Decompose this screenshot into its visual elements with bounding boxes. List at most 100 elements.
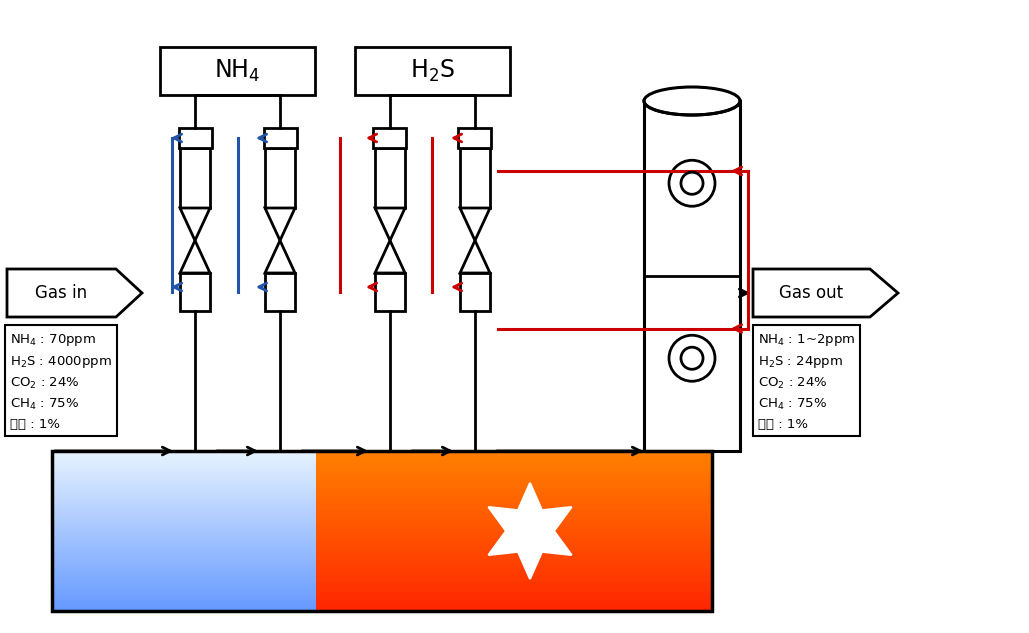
Bar — [52, 549, 316, 553]
Bar — [316, 496, 712, 499]
Bar — [316, 512, 712, 515]
Text: NH$_4$ : 70ppm
H$_2$S : 4000ppm
CO$_2$ : 24%
CH$_4$ : 75%
기타 : 1%: NH$_4$ : 70ppm H$_2$S : 4000ppm CO$_2$ :… — [10, 332, 112, 431]
Bar — [265, 148, 295, 208]
Bar — [52, 582, 316, 584]
Text: 재생사용: 재생사용 — [511, 523, 548, 539]
Bar — [316, 478, 712, 480]
Bar — [52, 520, 316, 523]
Circle shape — [669, 160, 715, 206]
Bar — [52, 571, 316, 573]
Bar — [52, 590, 316, 592]
Bar — [316, 480, 712, 483]
Bar — [316, 555, 712, 558]
Bar — [52, 587, 316, 590]
Bar — [52, 472, 316, 475]
Bar — [52, 512, 316, 515]
Bar — [52, 507, 316, 510]
Bar — [52, 510, 316, 512]
Bar — [316, 518, 712, 520]
Bar — [316, 595, 712, 598]
Bar — [316, 579, 712, 582]
Bar — [316, 491, 712, 494]
Bar — [316, 553, 712, 555]
Bar — [52, 488, 316, 491]
Bar — [52, 542, 316, 544]
Bar — [52, 470, 316, 472]
Bar — [316, 505, 712, 507]
Polygon shape — [180, 208, 210, 241]
Bar — [316, 587, 712, 590]
Bar — [459, 128, 492, 148]
Bar — [52, 603, 316, 606]
Bar — [316, 488, 712, 491]
Ellipse shape — [644, 87, 740, 115]
Bar — [52, 547, 316, 549]
Bar — [316, 456, 712, 459]
Bar — [355, 47, 510, 95]
Bar — [316, 459, 712, 461]
Bar — [52, 475, 316, 478]
Bar — [316, 461, 712, 465]
Polygon shape — [375, 208, 405, 241]
Bar — [316, 520, 712, 523]
Bar — [178, 128, 212, 148]
Bar — [52, 456, 316, 459]
Bar — [316, 529, 712, 531]
Bar — [52, 491, 316, 494]
Bar — [316, 472, 712, 475]
Text: NH$_4$: NH$_4$ — [214, 58, 260, 84]
Bar — [316, 592, 712, 595]
Bar — [263, 128, 296, 148]
Bar — [52, 531, 316, 534]
Bar — [316, 510, 712, 512]
Bar — [52, 584, 316, 587]
Bar — [52, 576, 316, 579]
Bar — [52, 525, 316, 529]
Polygon shape — [265, 241, 295, 273]
Bar — [316, 547, 712, 549]
Bar — [316, 598, 712, 600]
Bar — [316, 515, 712, 518]
Bar — [316, 600, 712, 603]
Bar — [52, 592, 316, 595]
Polygon shape — [460, 208, 490, 241]
Bar — [52, 560, 316, 563]
Circle shape — [669, 335, 715, 381]
Bar — [52, 595, 316, 598]
Bar — [316, 568, 712, 571]
Bar — [316, 523, 712, 525]
Bar — [52, 483, 316, 486]
Polygon shape — [7, 269, 142, 317]
Bar — [316, 606, 712, 608]
Bar — [52, 451, 316, 454]
Bar — [316, 536, 712, 539]
Bar — [460, 273, 490, 311]
Polygon shape — [375, 241, 405, 273]
Text: Gas in: Gas in — [35, 284, 87, 302]
Bar — [316, 499, 712, 502]
Bar — [316, 486, 712, 488]
Bar — [52, 515, 316, 518]
Polygon shape — [460, 241, 490, 273]
Polygon shape — [489, 483, 571, 579]
Bar — [52, 573, 316, 576]
Bar — [316, 549, 712, 553]
Bar — [52, 563, 316, 566]
Bar — [316, 494, 712, 496]
Bar — [316, 566, 712, 568]
Bar — [52, 494, 316, 496]
Bar — [52, 486, 316, 488]
Bar — [52, 461, 316, 465]
Bar — [316, 475, 712, 478]
Polygon shape — [180, 241, 210, 273]
Bar — [316, 470, 712, 472]
Bar — [316, 539, 712, 542]
Bar — [52, 544, 316, 547]
Bar — [52, 536, 316, 539]
Bar — [316, 507, 712, 510]
Bar — [52, 454, 316, 456]
Bar — [52, 451, 712, 611]
Bar — [52, 600, 316, 603]
Bar — [52, 579, 316, 582]
Bar — [316, 560, 712, 563]
